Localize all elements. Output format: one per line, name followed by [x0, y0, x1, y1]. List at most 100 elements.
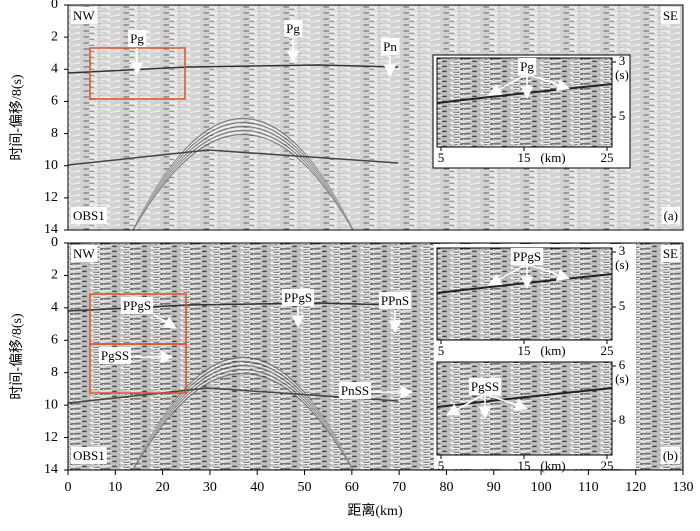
inset-x-tick-label: 5	[438, 343, 445, 358]
inset-reflector	[436, 387, 613, 408]
label-box	[338, 381, 372, 399]
x-tick-label: 100	[531, 480, 552, 495]
inset-x-tick-label: 15	[518, 343, 531, 358]
inset-y-tick-label: 3	[619, 243, 626, 258]
inset-x-tick-label: 15	[518, 150, 531, 165]
label-box	[660, 244, 681, 262]
y-tick-label: 12	[44, 430, 58, 445]
inset-reflector	[436, 83, 613, 104]
y-tick-label: 8	[51, 126, 58, 141]
y-tick-label: 2	[51, 268, 58, 283]
x-tick-label: 120	[625, 480, 646, 495]
label-box	[120, 296, 154, 314]
x-tick-label: 110	[578, 480, 598, 495]
x-tick-label: 80	[439, 480, 453, 495]
inset-x-tick-label: 25	[601, 343, 614, 358]
phase-label: PPgS	[123, 298, 151, 313]
x-tick-label: 70	[392, 480, 406, 495]
phase-label: PnSS	[341, 383, 369, 398]
panel-label: SE	[663, 246, 678, 261]
phase-label: Pg	[130, 31, 144, 46]
inset-x-tick-label: 15	[518, 458, 531, 473]
y-tick-label: 8	[51, 365, 58, 380]
inset-y-unit: (s)	[615, 257, 629, 272]
label-box	[98, 346, 132, 364]
panel-label: NW	[73, 8, 95, 23]
inset-x-unit: (km)	[540, 343, 565, 358]
inset-reflector	[436, 273, 613, 294]
y-tick-label: 6	[51, 333, 58, 348]
panel-label: OBS1	[73, 208, 105, 223]
label-box	[71, 6, 98, 24]
inset-y-unit: (s)	[615, 67, 629, 82]
y-tick-label: 2	[51, 29, 58, 44]
inset-x-tick-label: 25	[601, 458, 614, 473]
x-tick-label: 10	[108, 480, 122, 495]
label-box	[660, 6, 681, 24]
y-axis-label: 时间-偏移/8(s)	[9, 74, 25, 161]
inset-x-tick-label: 25	[601, 150, 614, 165]
seismic-arc	[132, 372, 354, 471]
inset-y-tick-label: 5	[619, 108, 626, 123]
inset-arrow	[488, 263, 528, 286]
phase-label: PPnS	[381, 293, 409, 308]
inset-y-unit: (s)	[615, 371, 629, 386]
y-tick-label: 0	[51, 235, 58, 250]
y-tick-label: 10	[44, 397, 58, 412]
y-tick-label: 14	[44, 222, 58, 237]
panel-label: NW	[73, 246, 95, 261]
highlight-box	[89, 343, 187, 394]
seismic-arc	[132, 133, 354, 231]
inset-x-tick-label: 5	[438, 150, 445, 165]
label-box	[381, 37, 400, 55]
panel-frame	[67, 242, 684, 471]
x-tick-label: 130	[673, 480, 694, 495]
inset-y-tick-label: 5	[619, 298, 626, 313]
phase-label: PPgS	[284, 290, 312, 305]
phase-label: Pn	[383, 39, 397, 54]
y-tick-label: 4	[51, 62, 58, 77]
label-box	[510, 247, 544, 265]
x-tick-label: 50	[298, 480, 312, 495]
y-tick-label: 14	[44, 462, 58, 477]
y-tick-label: 0	[51, 0, 58, 12]
y-axis-label: 时间-偏移/8(s)	[9, 313, 25, 400]
inset-phase-label: PPgS	[513, 249, 541, 264]
phase-label: Pg	[286, 21, 300, 36]
inset-arrow	[446, 393, 486, 416]
inset-y-tick-label: 8	[619, 412, 626, 427]
inset-arrow	[526, 73, 571, 91]
label-box	[518, 57, 537, 75]
reflector	[67, 387, 399, 404]
inset-arrow	[484, 393, 529, 411]
x-tick-label: 60	[345, 480, 359, 495]
panel-label: (a)	[664, 208, 678, 223]
inset-arrow	[526, 263, 571, 281]
y-tick-label: 6	[51, 94, 58, 109]
reflector	[67, 64, 399, 74]
inset-x-unit: (km)	[540, 150, 565, 165]
y-tick-label: 4	[51, 300, 58, 315]
inset-phase-label: PgSS	[471, 379, 499, 394]
inset-x-unit: (km)	[540, 458, 565, 473]
label-box	[468, 377, 502, 395]
panel-label: SE	[663, 8, 678, 23]
label-box	[661, 206, 680, 224]
label-box	[284, 19, 303, 37]
x-axis-label: 距离(km)	[347, 502, 403, 519]
x-tick-label: 40	[250, 480, 264, 495]
panel-label: OBS1	[73, 448, 105, 463]
inset-phase-label: Pg	[520, 59, 534, 74]
y-tick-label: 12	[44, 190, 58, 205]
panel-frame	[67, 4, 684, 231]
label-box	[281, 288, 315, 306]
label-box	[378, 291, 412, 309]
phase-label: PgSS	[101, 348, 129, 363]
label-box	[660, 446, 680, 464]
y-tick-label: 10	[44, 158, 58, 173]
x-tick-label: 0	[65, 480, 72, 495]
phase-arrow	[153, 314, 177, 329]
inset-y-tick-label: 3	[619, 53, 626, 68]
inset-x-tick-label: 5	[438, 458, 445, 473]
